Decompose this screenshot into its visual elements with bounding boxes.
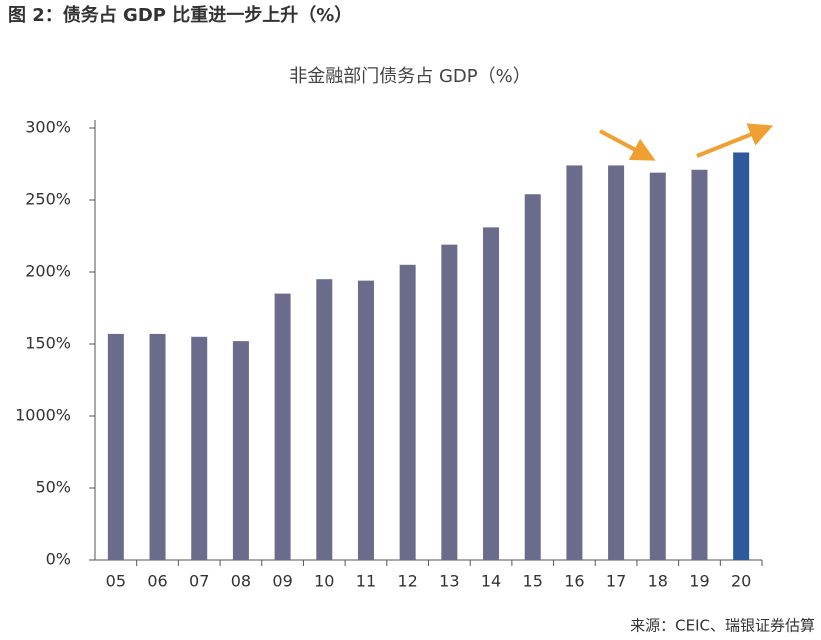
bar — [441, 244, 458, 560]
x-tick-label: 19 — [689, 572, 709, 591]
bar — [524, 194, 541, 561]
x-tick-label: 17 — [606, 572, 626, 591]
bar — [483, 227, 500, 561]
x-tick-label: 05 — [106, 572, 126, 591]
bar — [733, 152, 750, 561]
x-tick-label: 14 — [481, 572, 501, 591]
y-tick-label: 200% — [25, 262, 71, 281]
bar — [316, 279, 333, 560]
x-tick-label: 16 — [564, 572, 584, 591]
x-tick-label: 12 — [397, 572, 417, 591]
bar — [691, 169, 708, 560]
bar — [566, 165, 583, 560]
bar — [232, 341, 249, 560]
bar — [149, 333, 166, 560]
source-note: 来源：CEIC、瑞银证券估算 — [630, 617, 815, 635]
y-tick-label: 1000% — [15, 406, 71, 425]
trend-arrow — [599, 129, 656, 161]
figure-title: 图 2：债务占 GDP 比重进一步上升（%） — [8, 4, 352, 26]
bar — [357, 280, 374, 560]
bar — [399, 264, 416, 560]
x-tick-label: 08 — [231, 572, 251, 591]
x-tick-label: 07 — [189, 572, 209, 591]
x-tick-label: 11 — [356, 572, 376, 591]
bar — [191, 336, 208, 560]
bar — [107, 333, 124, 560]
x-tick-label: 10 — [314, 572, 334, 591]
y-tick-label: 300% — [25, 118, 71, 137]
y-tick-label: 150% — [25, 334, 71, 353]
trend-arrow — [696, 123, 774, 158]
bar — [274, 293, 291, 560]
x-tick-label: 15 — [523, 572, 543, 591]
bar — [608, 165, 625, 560]
x-tick-label: 18 — [648, 572, 668, 591]
y-tick-label: 0% — [46, 550, 71, 569]
x-tick-label: 09 — [272, 572, 292, 591]
x-tick-label: 13 — [439, 572, 459, 591]
x-tick-label: 06 — [147, 572, 167, 591]
x-tick-label: 20 — [731, 572, 751, 591]
y-tick-label: 50% — [35, 478, 71, 497]
y-tick-label: 250% — [25, 190, 71, 209]
chart-title: 非金融部门债务占 GDP（%） — [289, 66, 531, 87]
bar — [649, 172, 666, 560]
